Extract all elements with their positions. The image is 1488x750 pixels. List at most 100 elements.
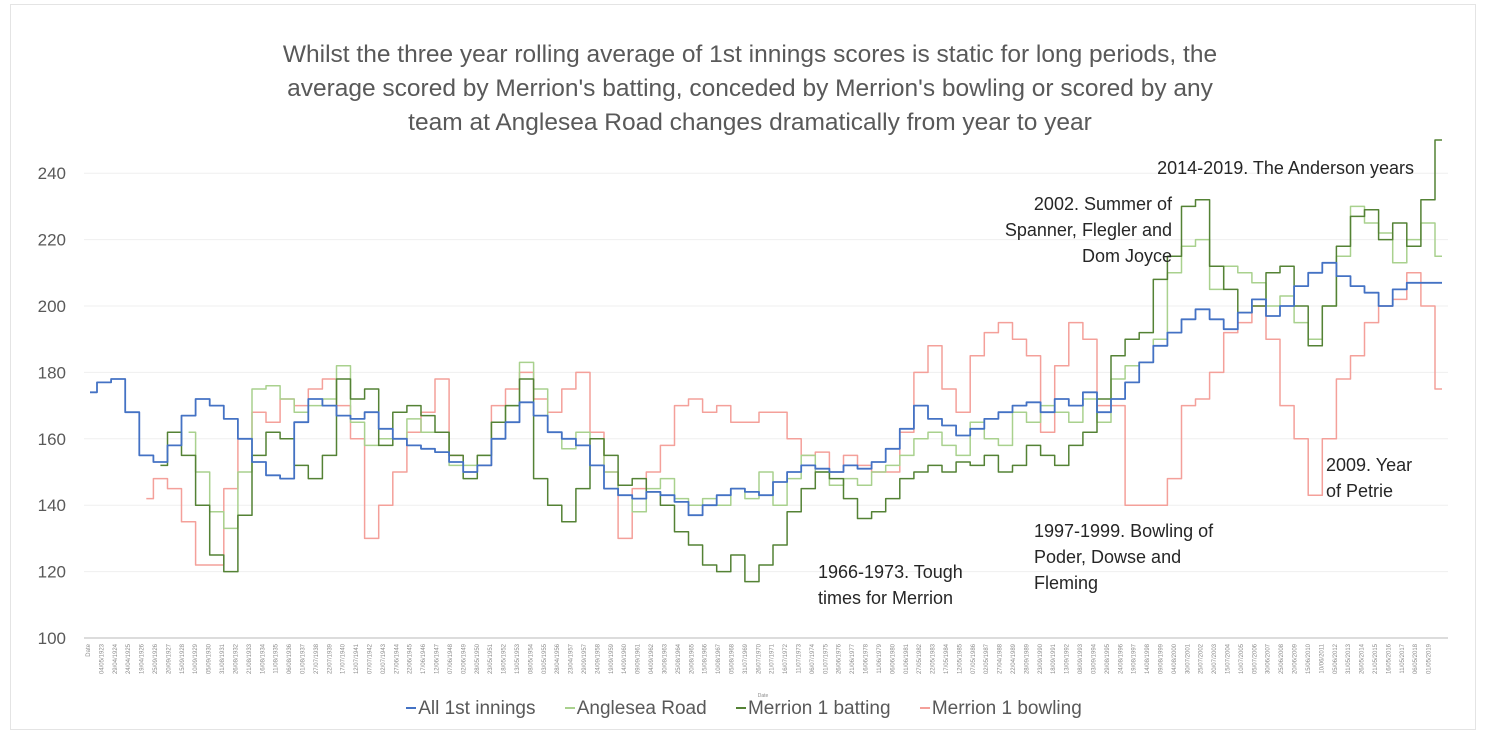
y-axis: 100 120 140 160 180 200 220 240 — [38, 164, 66, 648]
x-tick-label: 29/08/1995 — [1105, 643, 1111, 674]
x-tick-label: 17/05/1984 — [944, 643, 950, 674]
x-tick-label: 03/09/1994 — [1091, 643, 1097, 674]
chart-frame — [10, 4, 1476, 730]
x-tick-label: 10/06/2011 — [1319, 643, 1325, 673]
x-tick-label: 11/08/1935 — [274, 643, 280, 673]
gridlines — [84, 172, 1448, 639]
x-tick-label: 19/09/1959 — [609, 643, 615, 674]
annotation-text: 1966-1973. Tough — [818, 562, 963, 582]
x-tick-label: 28/09/1989 — [1024, 643, 1030, 674]
x-tick-label: Date — [86, 643, 92, 656]
chart-title: Whilst the three year rolling average of… — [170, 38, 1330, 140]
annotation-text: times for Merrion — [818, 588, 953, 608]
x-tick-label: 07/07/1942 — [368, 643, 374, 674]
x-tick-label: 27/04/1988 — [998, 643, 1004, 674]
series-line-all-1st-innings — [90, 261, 1442, 517]
y-tick-label: 240 — [38, 164, 66, 183]
legend-swatch — [919, 706, 930, 709]
x-tick-label: 09/08/1999 — [1158, 643, 1164, 674]
x-tick-label: 21/05/2015 — [1373, 643, 1379, 674]
x-tick-label: 21/08/1933 — [247, 643, 253, 674]
x-tick-label: 15/06/2010 — [1306, 643, 1312, 674]
x-tick-label: 26/06/1976 — [837, 643, 843, 674]
x-tick-label: 20/08/1965 — [689, 643, 695, 674]
chart-title-line: average scored by Merrion's batting, con… — [287, 75, 1213, 102]
x-tick-label: 15/09/1928 — [180, 643, 186, 674]
legend-item-merrion-bowling[interactable]: Merrion 1 bowling — [919, 698, 1082, 720]
x-tick-label: 16/07/1972 — [783, 643, 789, 674]
x-tick-label: 02/07/1943 — [381, 643, 387, 674]
x-tick-label: 25/07/2002 — [1199, 643, 1205, 674]
x-tick-label: 26/08/1932 — [233, 643, 239, 674]
x-tick-label: 11/06/1979 — [877, 643, 883, 673]
x-tick-label: 20/06/2009 — [1293, 643, 1299, 674]
legend-swatch — [406, 706, 417, 709]
annotations: 2014-2019. The Anderson years 2002. Summe… — [818, 158, 1414, 608]
x-tick-label: 24/09/1958 — [595, 643, 601, 674]
x-tick-label: 28/04/1956 — [555, 643, 561, 674]
x-tick-label: 19/08/1997 — [1132, 643, 1138, 674]
x-tick-label: 15/08/1966 — [703, 643, 709, 674]
x-tick-label: 11/05/2017 — [1400, 643, 1406, 673]
x-tick-label: 01/08/1937 — [300, 643, 306, 674]
x-tick-label: 05/09/1930 — [207, 643, 213, 674]
x-tick-label: 24/08/1996 — [1118, 643, 1124, 674]
y-tick-label: 140 — [38, 496, 66, 515]
annotation-text: Dom Joyce — [1082, 246, 1172, 266]
x-tick-label: 23/05/1951 — [488, 643, 494, 674]
x-tick-label: 30/08/1963 — [662, 643, 668, 674]
y-tick-label: 160 — [38, 430, 66, 449]
annotation-text: 2002. Summer of — [1034, 194, 1173, 214]
x-tick-label: 04/08/2000 — [1172, 643, 1178, 674]
chart-title-line: team at Anglesea Road changes dramatical… — [408, 109, 1092, 136]
y-tick-label: 120 — [38, 563, 66, 582]
x-tick-label: 25/08/1964 — [676, 643, 682, 674]
x-tick-label: 01/06/1981 — [904, 643, 910, 674]
series-lines — [89, 139, 1443, 583]
legend-item-merrion-batting[interactable]: Merrion 1 batting — [735, 698, 891, 720]
legend-swatch — [735, 706, 746, 709]
chart-title-line: Whilst the three year rolling average of… — [282, 41, 1218, 68]
x-tick-label: 26/07/1970 — [756, 643, 762, 674]
x-tick-label: 07/06/1948 — [448, 643, 454, 674]
x-tick-label: 29/09/1957 — [582, 643, 588, 674]
x-tick-label: 05/07/2006 — [1252, 643, 1258, 674]
x-tick-label: 23/04/1957 — [569, 643, 575, 674]
x-tick-label: 17/06/1946 — [421, 643, 427, 674]
x-tick-label: 20/09/1927 — [166, 643, 172, 674]
series-line-merrion-1-batting — [160, 139, 1442, 583]
x-tick-label: 30/07/2001 — [1185, 643, 1191, 674]
x-tick-label: 05/06/2012 — [1333, 643, 1339, 674]
annotation-text: Fleming — [1034, 573, 1098, 593]
legend-item-anglesea-road[interactable]: Anglesea Road — [564, 698, 707, 720]
x-tick-label: 13/09/1992 — [1065, 643, 1071, 674]
x-tick-label: 22/05/1983 — [931, 643, 937, 674]
legend-label: All 1st innings — [418, 698, 536, 719]
x-tick-label: 01/07/1975 — [823, 643, 829, 674]
x-tick-label: 22/07/1939 — [327, 643, 333, 674]
x-tick-label: 16/06/1978 — [864, 643, 870, 674]
y-tick-label: 180 — [38, 363, 66, 382]
legend-label: Merrion 1 batting — [747, 698, 891, 719]
x-tick-label: 06/08/1936 — [287, 643, 293, 674]
x-axis-title: Date — [758, 693, 769, 699]
x-tick-label: 13/05/1953 — [515, 643, 521, 674]
legend-label: Merrion 1 bowling — [931, 698, 1082, 719]
x-tick-label: 12/07/1941 — [354, 643, 360, 674]
x-tick-label: 25/06/2008 — [1279, 643, 1285, 674]
x-axis: Date 04/05/1923 29/04/1924 24/04/1925 19/04/… — [86, 643, 1433, 699]
x-tick-label: 30/06/2007 — [1266, 643, 1272, 674]
legend-item-all-1st-innings[interactable]: All 1st innings — [406, 698, 535, 720]
x-tick-label: 27/07/1938 — [314, 643, 320, 674]
y-tick-label: 200 — [38, 297, 66, 316]
legend: All 1st innings Anglesea Road Merrion 1 … — [0, 698, 1488, 720]
x-tick-label: 08/05/1954 — [528, 643, 534, 674]
x-tick-label: 09/09/1961 — [636, 643, 642, 674]
legend-swatch — [564, 706, 575, 709]
x-tick-label: 04/05/1923 — [99, 643, 105, 674]
x-tick-label: 06/07/1974 — [810, 643, 816, 674]
x-tick-label: 03/05/1955 — [542, 643, 548, 674]
x-tick-label: 01/05/2019 — [1427, 643, 1433, 674]
x-tick-label: 31/07/1969 — [743, 643, 749, 674]
x-tick-label: 16/05/2016 — [1386, 643, 1392, 674]
